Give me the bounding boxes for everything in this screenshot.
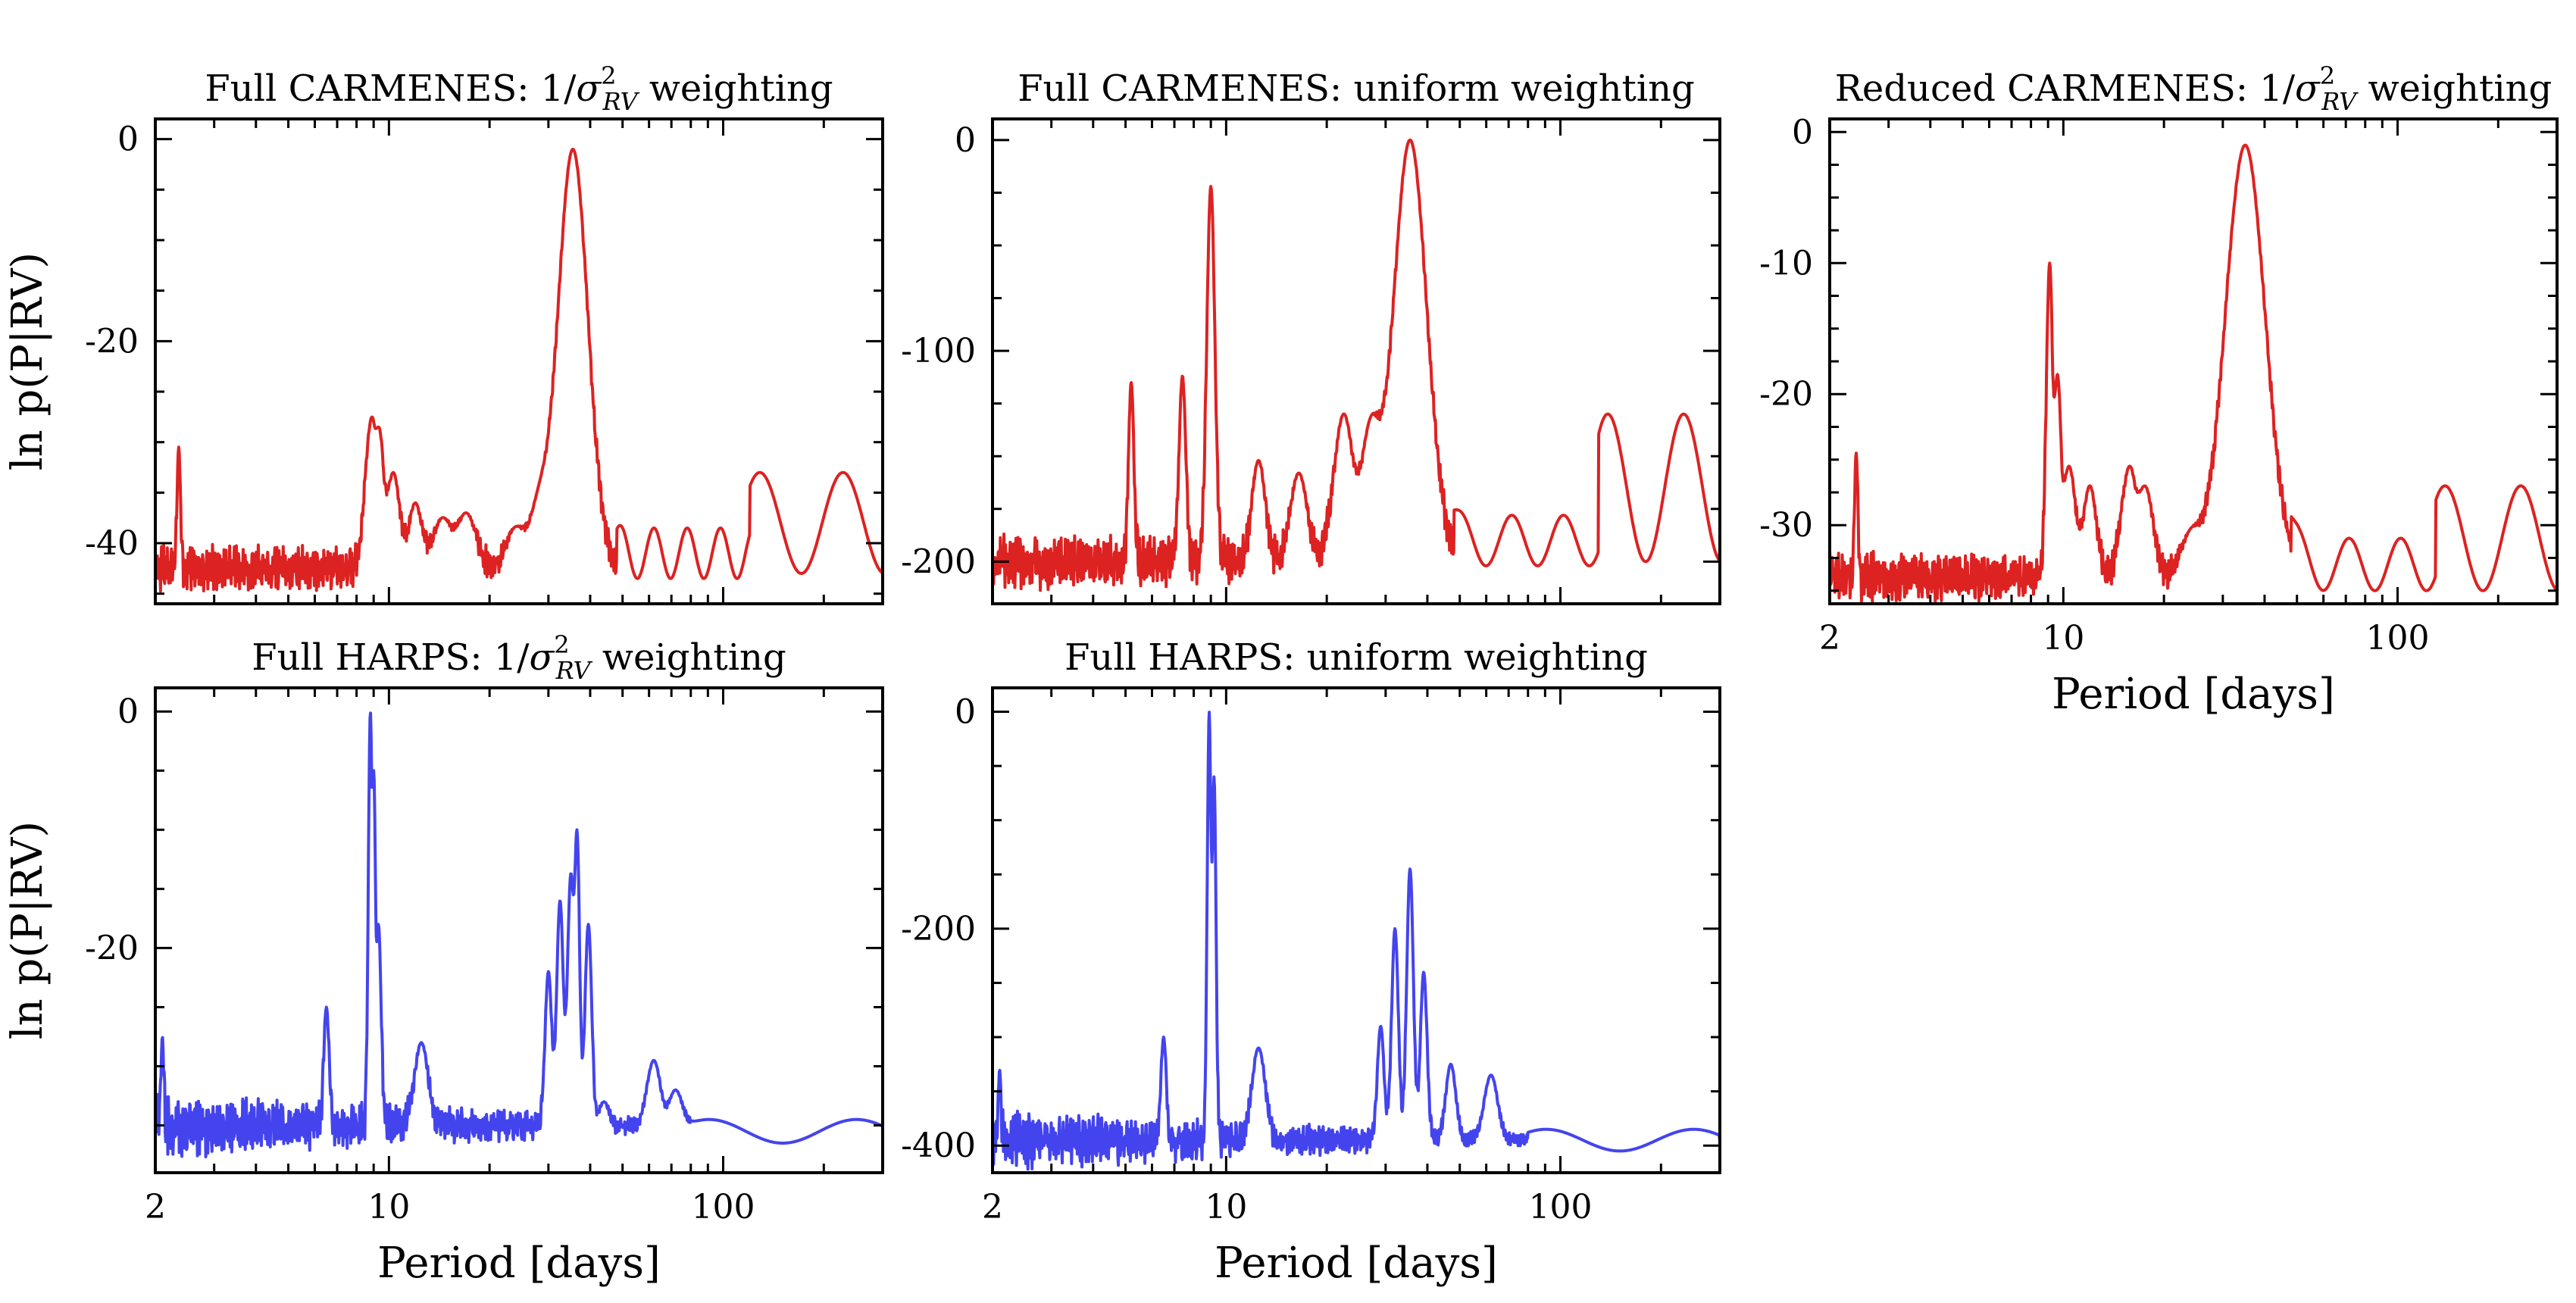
y-tick-label: 0 — [117, 120, 139, 159]
panel-p2: Full CARMENES: uniform weighting 0 -100 -20… — [901, 67, 1721, 605]
y-tick-label: -20 — [85, 322, 139, 361]
panel-title: Full HARPS: 1/σ2 RV weighting — [252, 630, 786, 685]
x-tick-label: 10 — [2042, 619, 2084, 658]
y-tick-label: 0 — [955, 692, 976, 731]
y-axis-label: ln p(P|RV) — [3, 252, 52, 470]
axes-frame — [154, 117, 884, 605]
axes-frame — [991, 117, 1721, 605]
y-tick-label: -100 — [901, 332, 976, 370]
series-line — [1830, 143, 2557, 604]
title-sigma: σ — [576, 67, 602, 110]
x-tick-label: 2 — [145, 1188, 166, 1226]
title-sub: RV — [2321, 87, 2359, 116]
title-sup: 2 — [554, 630, 569, 659]
y-tick-label: 0 — [955, 121, 976, 160]
series-line — [993, 138, 1720, 592]
y-tick-label: -30 — [1759, 506, 1813, 545]
y-tick-label: -200 — [901, 910, 976, 948]
series-line — [155, 148, 883, 593]
title-rest: weighting — [591, 636, 786, 679]
axes-frame — [154, 686, 884, 1174]
y-axis-label: ln p(P|RV) — [3, 821, 52, 1039]
y-tick-label: 0 — [117, 692, 139, 731]
title-sub: RV — [602, 87, 640, 116]
title-sup: 2 — [601, 61, 616, 90]
panel-title: Reduced CARMENES: 1/σ2 RV weighting — [1835, 61, 2552, 116]
panel-title: Full HARPS: uniform weighting — [1064, 636, 1648, 679]
title-sup: 2 — [2320, 61, 2335, 90]
x-tick-label: 100 — [1529, 1188, 1593, 1226]
y-tick-label: -20 — [1759, 375, 1813, 414]
title-sigma: σ — [2295, 67, 2321, 110]
title-text: Full CARMENES: 1/ — [205, 67, 577, 110]
panel-title: Full CARMENES: 1/σ2 RV weighting — [205, 61, 833, 116]
x-tick-label: 2 — [1819, 619, 1840, 658]
axes-frame — [991, 686, 1721, 1174]
x-axis-label: Period [days] — [377, 1239, 661, 1288]
title-text: Reduced CARMENES: 1/ — [1835, 67, 2296, 110]
panel-p1: Full CARMENES: 1/σ2 RV weighting 0 -20 -40 ln… — [3, 61, 884, 605]
panel-title: Full CARMENES: uniform weighting — [1018, 67, 1695, 110]
x-tick-label: 100 — [2366, 619, 2430, 658]
axes-frame — [1828, 117, 2559, 605]
x-tick-label: 10 — [367, 1188, 410, 1226]
title-sigma: σ — [529, 636, 555, 679]
x-tick-label: 2 — [982, 1188, 1003, 1226]
y-tick-label: -10 — [1759, 244, 1813, 283]
x-tick-label: 10 — [1205, 1188, 1247, 1226]
y-tick-label: 0 — [1792, 113, 1813, 152]
title-rest: weighting — [638, 67, 833, 110]
panel-p5: Full HARPS: uniform weighting 2 10 100 0 -200… — [901, 636, 1721, 1288]
y-tick-label: -40 — [85, 524, 139, 563]
x-axis-label: Period [days] — [2052, 670, 2335, 719]
series-line — [993, 711, 1720, 1171]
title-sub: RV — [555, 656, 593, 685]
title-text: Full HARPS: 1/ — [252, 636, 530, 679]
x-axis-label: Period [days] — [1215, 1239, 1498, 1288]
title-rest: weighting — [2356, 67, 2552, 110]
series-line — [155, 711, 883, 1158]
y-tick-label: -200 — [901, 542, 976, 581]
y-tick-label: -20 — [85, 929, 139, 967]
x-tick-label: 100 — [692, 1188, 755, 1226]
y-tick-label: -400 — [901, 1126, 976, 1165]
